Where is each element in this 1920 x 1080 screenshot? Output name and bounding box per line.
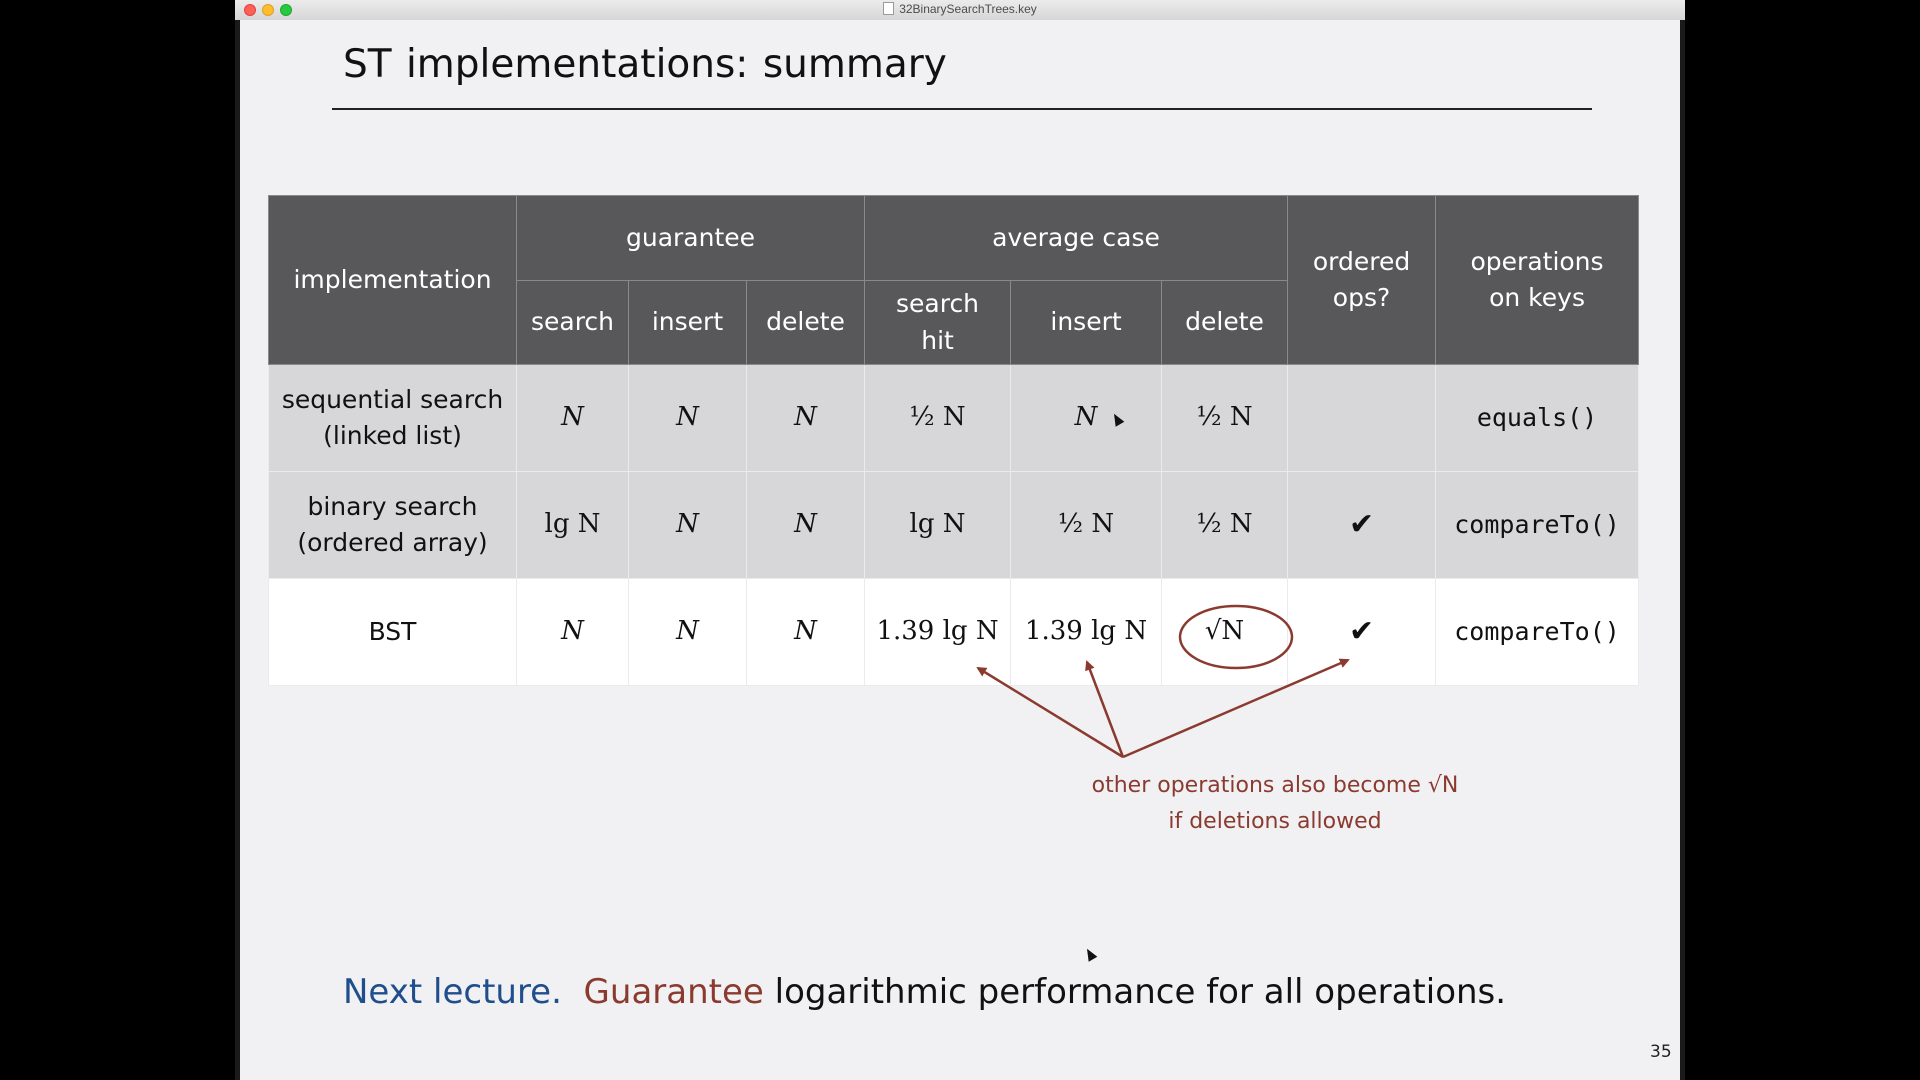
document-icon — [883, 2, 895, 15]
cell-avg-insert: ½ N — [1010, 471, 1163, 579]
summary-table: implementation guarantee average case or… — [268, 195, 1640, 686]
cell-ordered-ops — [1287, 364, 1437, 472]
cell-implementation: sequential search (linked list) — [268, 364, 517, 472]
header-guarantee: guarantee — [515, 195, 866, 281]
minimize-window-button[interactable] — [262, 4, 274, 16]
cell-implementation-text: sequential search (linked list) — [281, 384, 504, 450]
header-operations-on-keys: operations on keys — [1435, 195, 1640, 365]
cell-guarantee-delete: N — [745, 578, 866, 686]
table-row: sequential search (linked list) N N N ½ … — [268, 364, 1640, 472]
cell-implementation-text: binary search (ordered array) — [297, 491, 488, 557]
cell-value: N — [561, 402, 584, 433]
cell-value: N — [676, 402, 699, 433]
cell-guarantee-search: lg N — [516, 471, 629, 579]
window-titlebar[interactable]: 32BinarySearchTrees.key — [235, 0, 1685, 21]
annotation-text: other operations also become √N if delet… — [1060, 768, 1490, 840]
slide-title: ST implementations: summary — [343, 42, 947, 87]
window-left-edge — [235, 20, 240, 1080]
cell-ordered-ops: ✔ — [1287, 578, 1437, 686]
close-window-button[interactable] — [244, 4, 256, 16]
maximize-window-button[interactable] — [280, 4, 292, 16]
title-divider — [332, 108, 1592, 110]
cell-avg-delete: ½ N — [1161, 471, 1289, 579]
cell-avg-delete: ½ N — [1161, 364, 1289, 472]
subheader-guarantee-insert: insert — [628, 280, 747, 365]
cell-avg-insert: 1.39 lg N — [1010, 578, 1163, 686]
cell-value: N — [676, 616, 699, 647]
annotation-line-1: other operations also become √N — [1091, 773, 1459, 798]
next-lecture-text: logarithmic performance for all operatio… — [774, 972, 1507, 1012]
slide: ST implementations: summary implementati… — [240, 20, 1680, 1080]
subheader-guarantee-delete: delete — [745, 280, 866, 365]
cell-avg-insert: N — [1010, 364, 1163, 472]
header-implementation: implementation — [268, 195, 517, 365]
cell-operations-on-keys: compareTo() — [1435, 578, 1640, 686]
cell-value: N — [561, 616, 584, 647]
cell-guarantee-insert: N — [628, 471, 747, 579]
header-ordered-ops: ordered ops? — [1287, 195, 1437, 365]
mouse-cursor-icon — [1082, 946, 1098, 962]
cell-guarantee-search: N — [516, 578, 629, 686]
cell-avg-search-hit: lg N — [864, 471, 1012, 579]
subheader-avg-delete: delete — [1161, 280, 1289, 365]
table-row: BST N N N 1.39 lg N 1.39 lg N √N ✔ compa… — [268, 578, 1640, 686]
cell-operations-on-keys: compareTo() — [1435, 471, 1640, 579]
cell-guarantee-search: N — [516, 364, 629, 472]
table-header-row: implementation guarantee average case or… — [268, 195, 1640, 365]
table-row: binary search (ordered array) lg N N N l… — [268, 471, 1640, 579]
table-subheader-row: search insert delete search hit insert d… — [269, 280, 1639, 365]
cell-value: N — [1074, 402, 1098, 433]
cell-implementation: binary search (ordered array) — [268, 471, 517, 579]
window-right-edge — [1680, 20, 1685, 1080]
next-lecture-label: Next lecture. — [343, 972, 562, 1012]
cell-value: N — [676, 509, 699, 540]
page-number: 35 — [1650, 1042, 1672, 1062]
cell-guarantee-delete: N — [745, 364, 866, 472]
cell-value: N — [794, 616, 817, 647]
header-ordered-ops-text: ordered ops? — [1312, 246, 1411, 312]
subheader-guarantee-search: search — [516, 280, 629, 365]
cell-avg-delete: √N — [1161, 578, 1289, 686]
annotation-line-2: if deletions allowed — [1168, 809, 1382, 834]
cell-guarantee-insert: N — [628, 578, 747, 686]
cell-value: N — [794, 509, 817, 540]
subheader-avg-search-hit-text: search hit — [895, 289, 980, 355]
subheader-avg-insert: insert — [1010, 280, 1163, 365]
subheader-avg-search-hit: search hit — [864, 280, 1012, 365]
cell-avg-search-hit: 1.39 lg N — [864, 578, 1012, 686]
window-title-text: 32BinarySearchTrees.key — [899, 2, 1037, 16]
cell-implementation: BST — [268, 578, 517, 686]
header-operations-on-keys-text: operations on keys — [1470, 246, 1604, 312]
cell-value: N — [794, 402, 817, 433]
cell-operations-on-keys: equals() — [1435, 364, 1640, 472]
cell-ordered-ops: ✔ — [1287, 471, 1437, 579]
header-average-case: average case — [864, 195, 1289, 281]
cell-avg-search-hit: ½ N — [864, 364, 1012, 472]
cell-guarantee-delete: N — [745, 471, 866, 579]
cell-guarantee-insert: N — [628, 364, 747, 472]
guarantee-word: Guarantee — [583, 972, 764, 1012]
next-lecture-line: Next lecture. Guarantee logarithmic perf… — [343, 972, 1506, 1012]
window-title: 32BinarySearchTrees.key — [235, 2, 1685, 16]
keynote-window: 32BinarySearchTrees.key ST implementatio… — [235, 0, 1685, 1080]
